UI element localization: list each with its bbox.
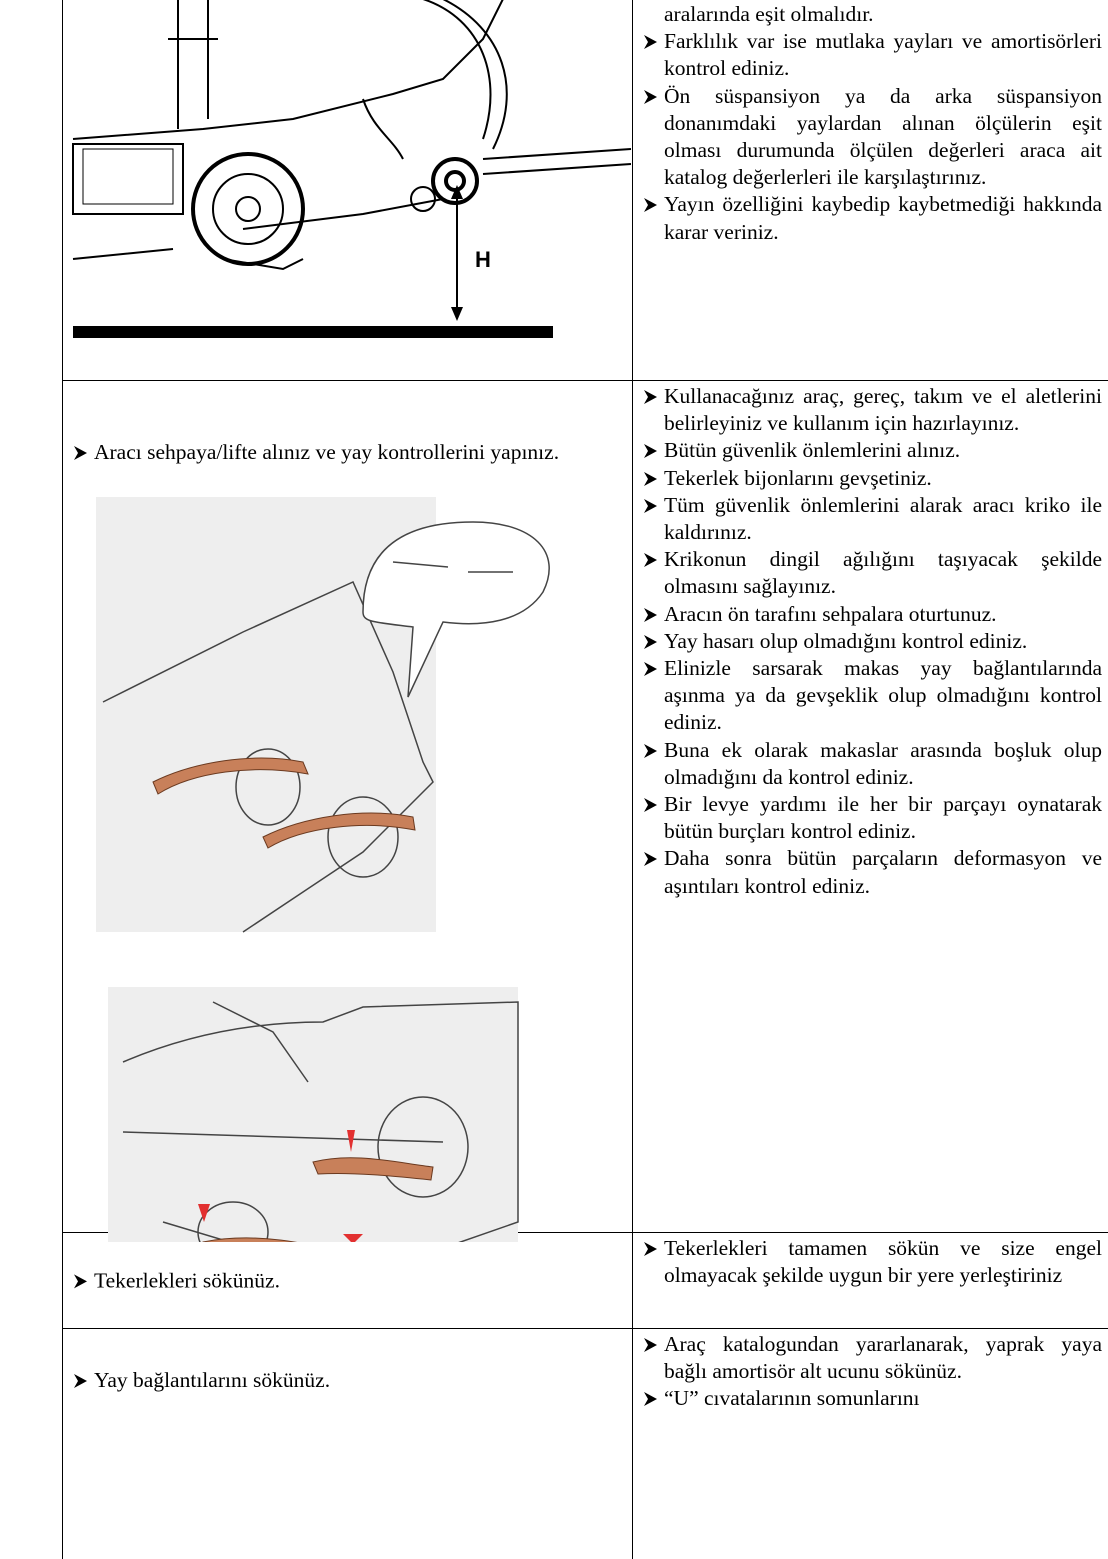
bullet — [74, 1273, 87, 1288]
bullet — [644, 662, 657, 677]
bullet-item: Tekerlekleri tamamen sökün ve size engel… — [641, 1235, 1102, 1289]
table-row: H aralarında eşit olmalıdır. Farklılık va… — [63, 0, 1108, 381]
bullet-item: Araç katalogundan yararlanarak, yaprak y… — [641, 1331, 1102, 1385]
bullet-item: Farklılık var ise mutlaka yayları ve amo… — [641, 28, 1102, 82]
step-text: Yay bağlantılarını sökünüz. — [94, 1368, 331, 1392]
bullet-text: Daha sonra bütün parçaların deformasyon … — [664, 846, 1102, 898]
bullet-text: Araç katalogundan yararlanarak, yaprak y… — [664, 1332, 1102, 1384]
bullet-item: Tüm güvenlik önlemlerini alarak aracı kr… — [641, 492, 1102, 546]
bullet — [74, 1374, 87, 1388]
bullet-item: Bütün güvenlik önlemlerini alınız. — [641, 437, 1102, 464]
step: Yay bağlantılarını sökünüz. — [63, 1329, 632, 1394]
bullet — [644, 553, 657, 568]
left-cell: Aracı sehpaya/lifte alınız ve yay kontro… — [63, 381, 633, 1243]
step-text: Aracı sehpaya/lifte alınız ve yay kontro… — [94, 440, 560, 464]
table-row: Tekerlekleri sökünüz. Tekerlekleri tamam… — [63, 1233, 1108, 1329]
bullet-item: Kullanacağınız araç, gereç, takım ve el … — [641, 383, 1102, 437]
image-label: H — [475, 247, 491, 272]
bullet — [644, 634, 657, 649]
left-cell: Yay bağlantılarını sökünüz. — [63, 1329, 633, 1559]
bullet-text: Aracın ön tarafını sehpalara oturtunuz. — [664, 601, 997, 626]
step: Tekerlekleri sökünüz. — [63, 1267, 632, 1294]
bullet — [644, 89, 657, 104]
bullet — [644, 471, 657, 486]
bullet-item: Elinizle sarsarak makas yay bağlantıları… — [641, 655, 1102, 737]
bullet-item: Ön süspansiyon ya da arka süspansiyon do… — [641, 83, 1102, 192]
bullet-item: Yay hasarı olup olmadığını kontrol edini… — [641, 628, 1102, 655]
bullet-text: Farklılık var ise mutlaka yayları ve amo… — [664, 29, 1102, 81]
right-cell: aralarında eşit olmalıdır. Farklılık var … — [633, 0, 1108, 380]
table-row: Yay bağlantılarını sökünüz. Araç katalog… — [63, 1329, 1108, 1559]
left-cell: Tekerlekleri sökünüz. — [63, 1233, 633, 1328]
bullet-text: Tekerlekleri tamamen sökün ve size engel… — [664, 1236, 1102, 1288]
bullet-item: Daha sonra bütün parçaların deformasyon … — [641, 845, 1102, 899]
bullet — [644, 444, 657, 459]
bullet-item: Yayın özelliğini kaybedip kaybetmediği h… — [641, 191, 1102, 245]
bullet — [644, 1242, 657, 1256]
bullet-text: “U” cıvatalarının somunlarını — [664, 1386, 920, 1411]
bullet — [644, 198, 657, 213]
bullet-item: Aracın ön tarafını sehpalara oturtunuz. — [641, 601, 1102, 628]
bullet-text: Buna ek olarak makaslar arasında boşluk … — [664, 737, 1102, 789]
bullet — [644, 852, 657, 867]
bullet-text: Tüm güvenlik önlemlerini alarak aracı kr… — [664, 492, 1102, 545]
bullet — [644, 1338, 657, 1352]
right-cell: Kullanacağınız araç, gereç, takım ve el … — [633, 381, 1108, 1232]
bullet-item: Tekerlek bijonlarını gevşetiniz. — [641, 465, 1102, 492]
bullet-text: Tekerlek bijonlarını gevşetiniz. — [664, 465, 932, 490]
bullet — [644, 498, 657, 513]
step: Aracı sehpaya/lifte alınız ve yay kontro… — [63, 381, 632, 466]
bullet — [644, 743, 657, 758]
bullet-text: Yayın özelliğini kaybedip kaybetmediği h… — [664, 192, 1102, 244]
page: Yay kontrolleri html, body { margin: 0; … — [62, 0, 1108, 1559]
table: H aralarında eşit olmalıdır. Farklılık va… — [62, 0, 1108, 1559]
bullet-text: Yay hasarı olup olmadığını kontrol edini… — [664, 628, 1028, 653]
bullet — [644, 35, 657, 50]
body: {"table":{"rows":[ {"left":{"image_label… — [62, 0, 1108, 1559]
bullet-item: Buna ek olarak makaslar arasında boşluk … — [641, 737, 1102, 791]
leaf-spring-figures — [96, 497, 550, 1243]
bullet-text: Bütün güvenlik önlemlerini alınız. — [664, 438, 961, 463]
table-row: Aracı sehpaya/lifte alınız ve yay kontro… — [63, 381, 1108, 1243]
bullet-text: Kullanacağınız araç, gereç, takım ve el … — [664, 384, 1102, 436]
bullet-text: Krikonun dingil ağılığını taşıyacak şeki… — [664, 547, 1102, 599]
bullet-item: “U” cıvatalarının somunlarını — [641, 1385, 1102, 1412]
bullet — [644, 607, 657, 622]
step-text: Tekerlekleri sökünüz. — [94, 1267, 280, 1292]
bullet — [644, 1392, 657, 1407]
suspension-figure: H — [72, 0, 631, 338]
bullet-item: Krikonun dingil ağılığını taşıyacak şeki… — [641, 546, 1102, 600]
bullet-text: Ön süspansiyon ya da arka süspansiyon do… — [664, 83, 1102, 190]
right-cell: Tekerlekleri tamamen sökün ve size engel… — [633, 1233, 1108, 1328]
right-cell: Araç katalogundan yararlanarak, yaprak y… — [633, 1329, 1108, 1559]
bullet — [644, 798, 657, 813]
bullet-item: Bir levye yardımı ile her bir parçayı oy… — [641, 791, 1102, 845]
bullet — [74, 446, 87, 460]
continuation-text: aralarında eşit olmalıdır. — [664, 2, 874, 26]
left-cell: H — [63, 0, 633, 380]
bullet — [644, 390, 657, 404]
bullet-text: Bir levye yardımı ile her bir parçayı oy… — [664, 792, 1102, 844]
bullet-text: Elinizle sarsarak makas yay bağlantıları… — [664, 656, 1102, 735]
